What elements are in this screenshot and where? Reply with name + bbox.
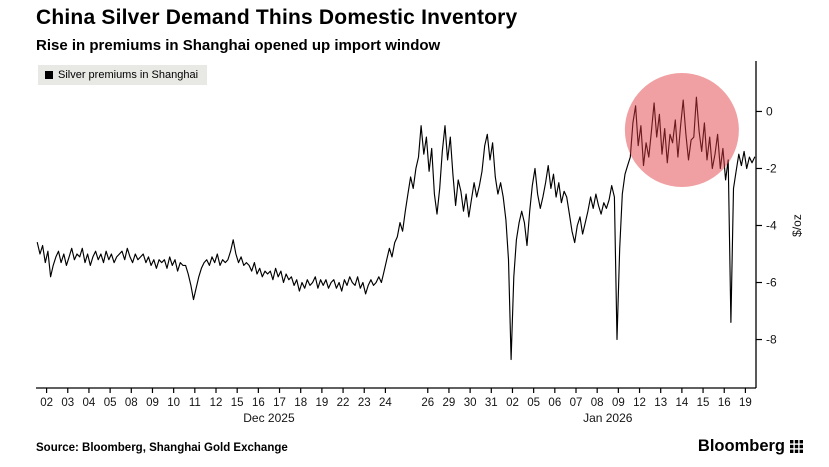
- x-tick-label: 23: [358, 397, 371, 409]
- y-axis-title: $/oz: [790, 214, 804, 237]
- x-tick-label: 24: [379, 397, 392, 409]
- x-tick-label: 09: [612, 397, 625, 409]
- month-label: Jan 2026: [583, 411, 633, 425]
- y-tick-label: -6: [766, 276, 777, 290]
- x-tick-label: 29: [443, 397, 456, 409]
- legend: Silver premiums in Shanghai: [38, 65, 208, 85]
- x-tick-label: 31: [485, 397, 498, 409]
- x-tick-label: 10: [167, 397, 180, 409]
- series-line: [36, 96, 756, 361]
- month-label: Dec 2025: [243, 411, 295, 425]
- x-tick-label: 19: [739, 397, 752, 409]
- x-tick-label: 12: [633, 397, 646, 409]
- chart-title: China Silver Demand Thins Domestic Inven…: [36, 6, 518, 29]
- y-tick-label: -2: [766, 161, 777, 175]
- x-tick-label: 07: [570, 397, 583, 409]
- x-tick-label: 14: [675, 397, 688, 409]
- bloomberg-mark-icon: [790, 440, 803, 453]
- x-tick-label: 22: [337, 397, 350, 409]
- x-tick-label: 16: [718, 397, 731, 409]
- y-tick-label: -4: [766, 219, 777, 233]
- y-tick-label: 0: [766, 104, 773, 118]
- bloomberg-logo: Bloomberg: [698, 437, 803, 456]
- chart-subtitle: Rise in premiums in Shanghai opened up i…: [36, 37, 441, 54]
- x-tick-label: 12: [210, 397, 223, 409]
- x-tick-label: 02: [506, 397, 519, 409]
- x-tick-label: 05: [527, 397, 540, 409]
- x-tick-label: 15: [231, 397, 244, 409]
- chart-svg: 0 -2 -4 -6 -8 02 03 04 05 08 09 10 11 12 15 16 17 18 19 22 2…: [36, 61, 804, 425]
- x-tick-label: 08: [125, 397, 138, 409]
- x-tick-label: 26: [421, 397, 434, 409]
- bloomberg-wordmark: Bloomberg: [697, 437, 785, 455]
- x-tick-label: 19: [315, 397, 328, 409]
- highlight-circle: [624, 72, 739, 187]
- x-tick-label: 05: [104, 397, 117, 409]
- legend-label: Silver premiums in Shanghai: [58, 69, 199, 81]
- x-tick-label: 06: [548, 397, 561, 409]
- x-tick-label: 13: [654, 397, 667, 409]
- x-tick-label: 18: [294, 397, 307, 409]
- x-tick-label: 03: [61, 397, 74, 409]
- x-tick-label: 09: [146, 397, 159, 409]
- y-tick-label: -8: [766, 333, 777, 347]
- x-tick-label: 17: [273, 397, 286, 409]
- x-tick-label: 08: [591, 397, 604, 409]
- x-tick-label: 04: [83, 397, 96, 409]
- legend-swatch-icon: [45, 71, 53, 79]
- x-tick-label: 15: [697, 397, 710, 409]
- x-tick-label: 16: [252, 397, 265, 409]
- x-tick-label: 11: [189, 397, 201, 409]
- x-tick-label: 30: [464, 397, 477, 409]
- source-text: Source: Bloomberg, Shanghai Gold Exchang…: [36, 442, 288, 454]
- x-tick-label: 02: [40, 397, 53, 409]
